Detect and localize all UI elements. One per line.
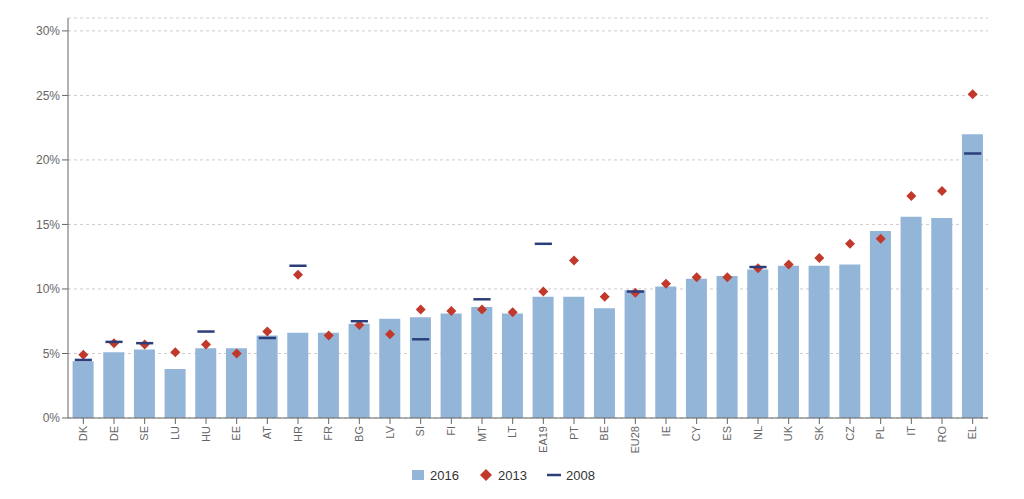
svg-text:SI: SI	[414, 426, 426, 436]
svg-text:EE: EE	[230, 426, 242, 441]
svg-text:DE: DE	[108, 426, 120, 441]
svg-text:EA19: EA19	[537, 426, 549, 453]
html-text:2008: 2008	[566, 467, 595, 483]
svg-text:0%: 0%	[43, 411, 61, 425]
html-text:2013: 2013	[498, 467, 527, 483]
svg-text:NL: NL	[752, 426, 764, 440]
svg-text:EL: EL	[966, 426, 978, 439]
svg-text:LV: LV	[384, 425, 396, 438]
svg-text:15%: 15%	[36, 218, 60, 232]
svg-text:DK: DK	[77, 425, 89, 441]
svg-text:CZ: CZ	[844, 426, 856, 441]
svg-text:20%: 20%	[36, 153, 60, 167]
svg-text:SE: SE	[138, 426, 150, 441]
svg-text:FI: FI	[445, 426, 457, 436]
svg-text:PL: PL	[874, 426, 886, 439]
svg-text:5%: 5%	[43, 347, 61, 361]
svg-text:UK: UK	[782, 425, 794, 441]
svg-text:IE: IE	[660, 426, 672, 436]
html-text:2016: 2016	[430, 467, 459, 483]
svg-text:HU: HU	[200, 426, 212, 442]
svg-text:LT: LT	[506, 426, 518, 438]
svg-text:10%: 10%	[36, 282, 60, 296]
svg-text:AT: AT	[261, 426, 273, 440]
svg-text:RO: RO	[936, 426, 948, 443]
svg-text:PT: PT	[568, 426, 580, 440]
svg-text:MT: MT	[476, 426, 488, 442]
svg-text:HR: HR	[292, 426, 304, 442]
svg-text:SK: SK	[813, 425, 825, 440]
svg-text:EU28: EU28	[629, 426, 641, 454]
svg-text:25%: 25%	[36, 89, 60, 103]
svg-text:30%: 30%	[36, 24, 60, 38]
svg-text:BE: BE	[598, 426, 610, 441]
svg-text:IT: IT	[905, 426, 917, 436]
svg-text:CY: CY	[690, 425, 702, 441]
svg-text:BG: BG	[353, 426, 365, 442]
svg-text:FR: FR	[322, 426, 334, 441]
svg-text:ES: ES	[721, 426, 733, 441]
svg-text:LU: LU	[169, 426, 181, 440]
